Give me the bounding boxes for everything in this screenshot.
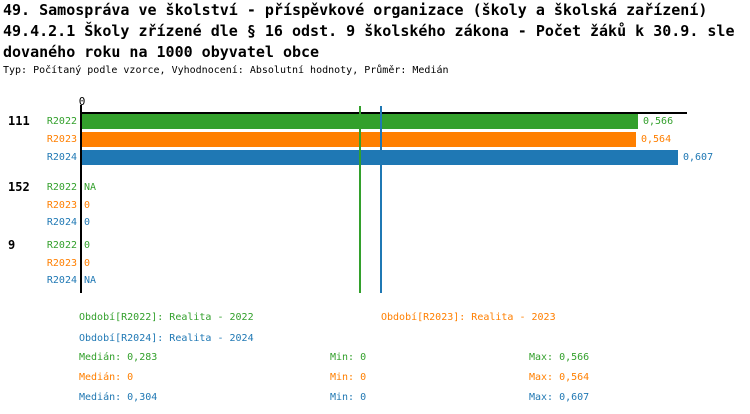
chart-title-line-3: dovaného roku na 1000 obyvatel obce <box>3 43 320 61</box>
legend-max-R2024: Max: 0,607 <box>529 392 590 403</box>
chart-title-line-2: 49.4.2.1 Školy zřízené dle § 16 odst. 9 … <box>3 22 735 40</box>
group-label: 111 <box>8 114 30 128</box>
series-label: R2023 <box>46 199 77 211</box>
series-label: R2024 <box>46 152 77 163</box>
series-label: R2022 <box>46 240 77 251</box>
bar-value-label: 0,564 <box>641 134 672 145</box>
bar-value-label: 0,566 <box>643 116 674 127</box>
x-axis-zero-tick-label: 0 <box>78 95 86 108</box>
legend-min-R2022: Min: 0 <box>330 352 367 363</box>
legend-max-R2022: Max: 0,566 <box>529 352 590 363</box>
series-label: R2023 <box>46 134 77 145</box>
group-label: 152 <box>8 180 30 194</box>
legend-median-R2022: Medián: 0,283 <box>79 352 158 363</box>
group-label: 9 <box>8 238 16 252</box>
series-label: R2022 <box>46 182 77 193</box>
bar-value-label: NA <box>84 182 97 193</box>
legend-median-R2023: Medián: 0 <box>79 372 134 383</box>
x-axis-line <box>82 112 687 114</box>
median-line-R2022 <box>359 106 361 293</box>
bar-value-label: 0 <box>84 217 91 228</box>
chart-subtitle: Typ: Počítaný podle vzorce, Vyhodnocení:… <box>3 65 449 76</box>
legend-period-R2022: Období[R2022]: Realita - 2022 <box>79 312 254 323</box>
bar-value-label: 0 <box>84 199 91 211</box>
bar-value-label: 0,607 <box>683 152 714 163</box>
legend-min-R2024: Min: 0 <box>330 392 367 403</box>
legend-median-R2024: Medián: 0,304 <box>79 392 158 403</box>
legend-max-R2023: Max: 0,564 <box>529 372 590 383</box>
bar-value-label: 0 <box>84 240 91 251</box>
bar-value-label: 0 <box>84 257 91 269</box>
series-label: R2024 <box>46 217 77 228</box>
chart-title-line-1: 49. Samospráva ve školství - příspěvkové… <box>3 1 708 19</box>
series-label: R2022 <box>46 116 77 127</box>
median-line-R2024 <box>380 106 382 293</box>
legend-period-R2023: Období[R2023]: Realita - 2023 <box>381 312 556 323</box>
series-label: R2023 <box>46 257 77 269</box>
legend-period-R2024: Období[R2024]: Realita - 2024 <box>79 333 254 344</box>
bar-value-label: NA <box>84 275 97 286</box>
y-axis-line <box>80 105 82 293</box>
series-label: R2024 <box>46 275 77 286</box>
legend-min-R2023: Min: 0 <box>330 372 367 383</box>
